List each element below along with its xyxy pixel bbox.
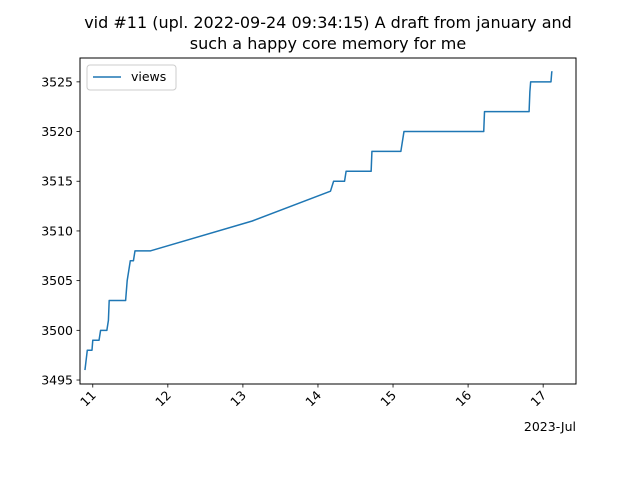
x-axis: 11 12 13 14 15 16 17 bbox=[77, 384, 549, 409]
x-axis-offset-label: 2023-Jul bbox=[524, 419, 576, 434]
chart-title-line-1: vid #11 (upl. 2022-09-24 09:34:15) A dra… bbox=[84, 13, 572, 32]
x-tick-label: 17 bbox=[527, 388, 549, 410]
series-line-views bbox=[84, 71, 553, 371]
y-tick-label: 3500 bbox=[41, 323, 73, 338]
chart-title-line-2: such a happy core memory for me bbox=[190, 34, 466, 53]
x-tick-label: 16 bbox=[452, 387, 474, 409]
x-tick-label: 12 bbox=[152, 388, 174, 410]
x-tick-label: 15 bbox=[377, 388, 399, 410]
legend-box bbox=[86, 64, 177, 91]
y-tick-label: 3525 bbox=[41, 74, 73, 89]
x-tick-label: 11 bbox=[77, 388, 99, 410]
y-tick-label: 3505 bbox=[41, 273, 73, 288]
y-axis: 3495 3500 3505 3510 3515 3520 3525 bbox=[41, 74, 80, 388]
y-tick-label: 3495 bbox=[41, 373, 73, 388]
plot-area bbox=[79, 57, 577, 385]
x-tick-label: 14 bbox=[302, 387, 324, 409]
y-tick-label: 3515 bbox=[41, 174, 73, 189]
legend-label-views: views bbox=[131, 69, 166, 84]
x-tick-label: 13 bbox=[227, 388, 249, 410]
legend: views bbox=[86, 64, 177, 91]
y-tick-label: 3510 bbox=[41, 223, 73, 238]
y-tick-label: 3520 bbox=[41, 124, 73, 139]
